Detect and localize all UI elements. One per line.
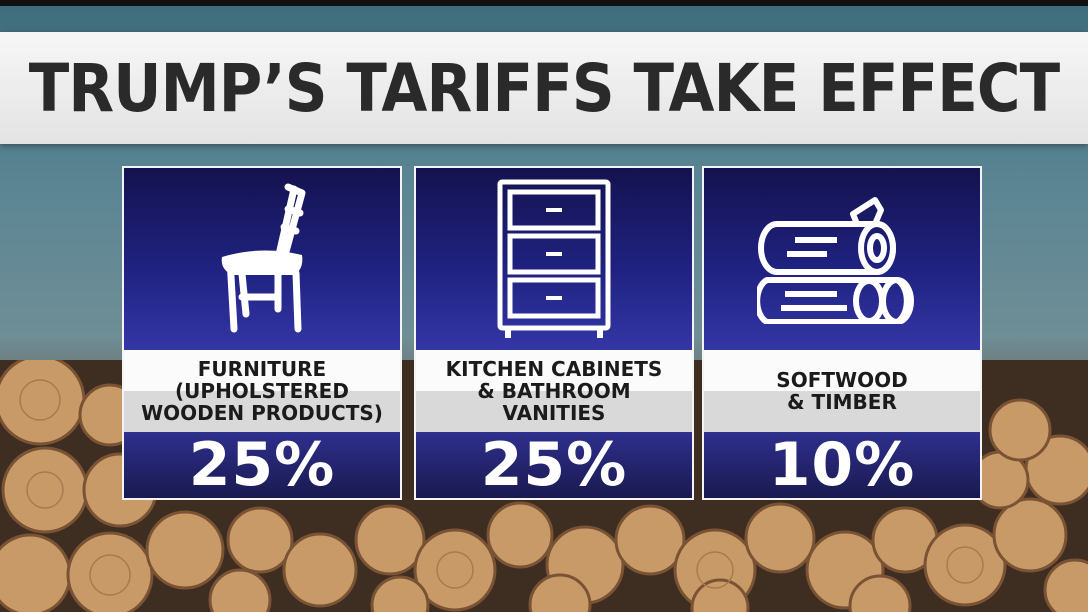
tariff-card-furniture: FURNITURE (UPHOLSTERED WOODEN PRODUCTS) … bbox=[122, 166, 402, 500]
tariff-card-softwood: SOFTWOOD & TIMBER 10% bbox=[702, 166, 982, 500]
card-icon-panel bbox=[416, 168, 692, 350]
category-label: KITCHEN CABINETS & BATHROOM VANITIES bbox=[416, 350, 692, 432]
category-label: FURNITURE (UPHOLSTERED WOODEN PRODUCTS) bbox=[124, 350, 400, 432]
cabinet-icon bbox=[494, 176, 614, 342]
headline: TRUMP’S TARIFFS TAKE EFFECT bbox=[28, 49, 1060, 127]
chair-icon bbox=[212, 179, 312, 339]
card-icon-panel bbox=[704, 168, 980, 350]
category-label: SOFTWOOD & TIMBER bbox=[704, 350, 980, 432]
tariff-rate: 10% bbox=[704, 430, 980, 500]
tariff-rate: 25% bbox=[416, 430, 692, 500]
tariff-card-cabinets: KITCHEN CABINETS & BATHROOM VANITIES 25% bbox=[414, 166, 694, 500]
logs-icon bbox=[757, 194, 927, 324]
headline-banner: TRUMP’S TARIFFS TAKE EFFECT bbox=[0, 32, 1088, 144]
tariff-rate: 25% bbox=[124, 430, 400, 500]
top-border bbox=[0, 0, 1088, 6]
card-icon-panel bbox=[124, 168, 400, 350]
